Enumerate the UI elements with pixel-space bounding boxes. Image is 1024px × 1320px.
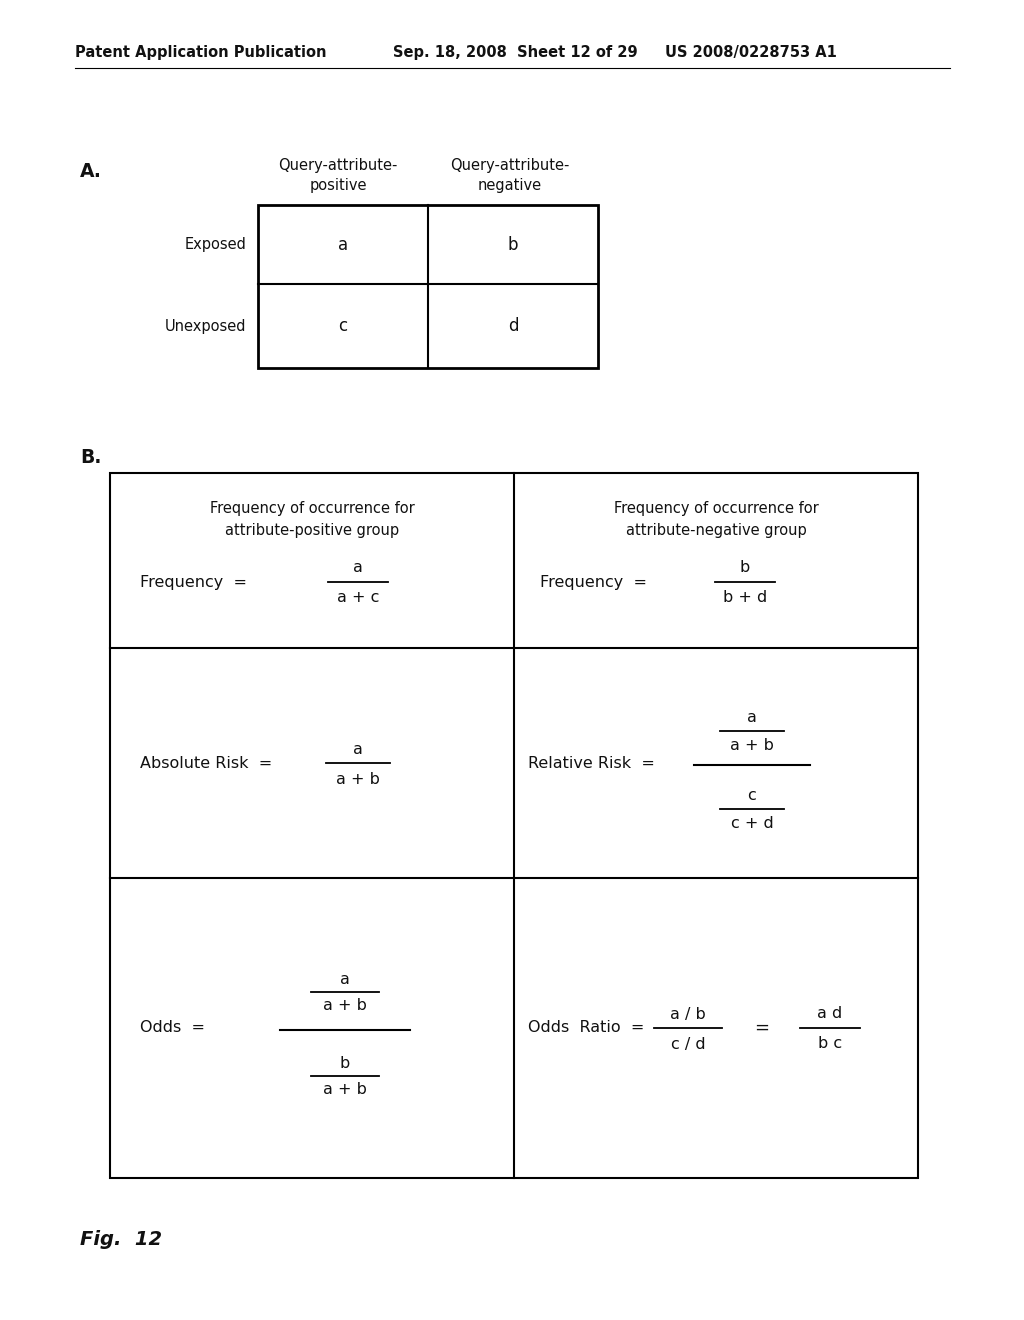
Text: Absolute Risk  =: Absolute Risk = (140, 755, 272, 771)
Text: a + b: a + b (323, 998, 367, 1014)
Text: Odds  Ratio  =: Odds Ratio = (528, 1020, 644, 1035)
Text: Query-attribute-
negative: Query-attribute- negative (451, 158, 569, 193)
Text: Relative Risk  =: Relative Risk = (528, 755, 655, 771)
Text: Frequency of occurrence for: Frequency of occurrence for (613, 502, 818, 516)
Bar (110, 473, 918, 1177)
Text: a d: a d (817, 1006, 843, 1022)
Text: A.: A. (80, 162, 101, 181)
Text: a + b: a + b (730, 738, 774, 752)
Text: a + c: a + c (337, 590, 379, 606)
Text: a: a (338, 235, 348, 253)
Text: b: b (508, 235, 518, 253)
Text: c / d: c / d (671, 1036, 706, 1052)
Text: US 2008/0228753 A1: US 2008/0228753 A1 (665, 45, 837, 59)
Text: a: a (748, 710, 757, 726)
Bar (258, 205, 598, 368)
Text: attribute-negative group: attribute-negative group (626, 523, 806, 539)
Text: c: c (748, 788, 757, 804)
Text: b: b (340, 1056, 350, 1071)
Text: Exposed: Exposed (184, 238, 246, 252)
Text: Odds  =: Odds = (140, 1020, 205, 1035)
Text: B.: B. (80, 447, 101, 467)
Text: Query-attribute-
positive: Query-attribute- positive (279, 158, 397, 193)
Text: =: = (755, 1019, 769, 1038)
Text: a: a (353, 742, 362, 756)
Text: Frequency of occurrence for: Frequency of occurrence for (210, 502, 415, 516)
Text: b + d: b + d (723, 590, 767, 606)
Text: c + d: c + d (731, 816, 773, 830)
Text: a + b: a + b (336, 771, 380, 787)
Text: Fig.  12: Fig. 12 (80, 1230, 162, 1249)
Text: b c: b c (818, 1036, 842, 1052)
Text: d: d (508, 317, 518, 335)
Text: Patent Application Publication: Patent Application Publication (75, 45, 327, 59)
Text: a / b: a / b (670, 1006, 706, 1022)
Text: a + b: a + b (323, 1082, 367, 1097)
Text: a: a (340, 972, 350, 986)
Text: a: a (353, 561, 362, 576)
Text: Frequency  =: Frequency = (540, 574, 647, 590)
Text: b: b (740, 561, 751, 576)
Text: c: c (339, 317, 347, 335)
Text: attribute-positive group: attribute-positive group (225, 523, 399, 539)
Text: Unexposed: Unexposed (165, 318, 246, 334)
Text: Sep. 18, 2008  Sheet 12 of 29: Sep. 18, 2008 Sheet 12 of 29 (393, 45, 638, 59)
Text: Frequency  =: Frequency = (140, 574, 247, 590)
